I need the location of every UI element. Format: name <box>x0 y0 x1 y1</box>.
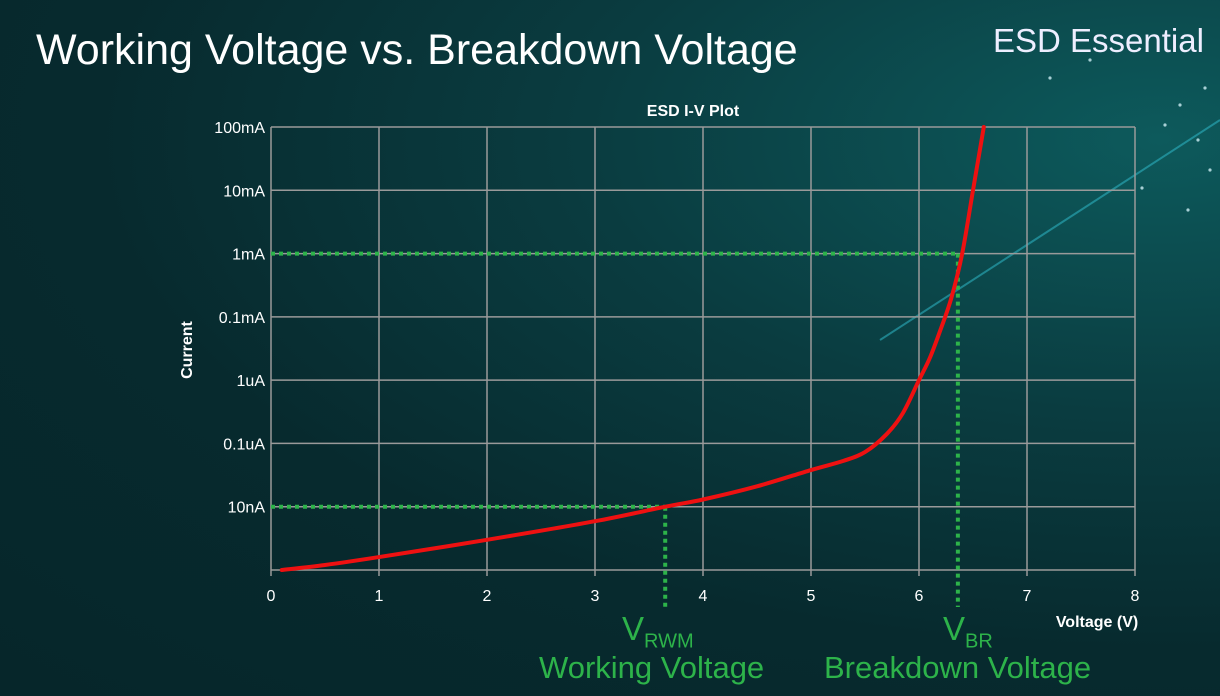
x-tick-labels: 0 1 2 3 4 5 6 7 8 <box>267 588 1140 605</box>
y-axis-label: Current <box>179 320 196 378</box>
vrwm-subscript: RWM <box>644 630 694 653</box>
x-tick-label: 8 <box>1131 588 1140 605</box>
guide-lines <box>271 251 960 607</box>
star-dot <box>1196 138 1200 142</box>
x-tick-label: 5 <box>807 588 816 605</box>
y-tick-label: 100mA <box>214 120 265 137</box>
star-dot <box>1178 103 1182 107</box>
slide-title: Working Voltage vs. Breakdown Voltage <box>36 26 798 74</box>
y-tick-label: 10nA <box>228 500 266 517</box>
background-decoration <box>879 58 1220 341</box>
vrwm-v: V <box>622 610 645 647</box>
x-tick-label: 2 <box>483 588 492 605</box>
y-tick-label: 1mA <box>232 247 265 264</box>
chart-title: ESD I-V Plot <box>647 103 740 120</box>
x-axis-label: Voltage (V) <box>1056 614 1138 631</box>
star-dot <box>1140 186 1144 190</box>
vbr-label: Breakdown Voltage <box>824 650 1092 685</box>
star-dot <box>1088 58 1092 62</box>
brand-logo-text: ESD Essential <box>993 22 1204 59</box>
star-dot <box>1048 76 1052 80</box>
y-tick-labels: 10nA 0.1uA 1uA 0.1mA 1mA 10mA 100mA <box>214 120 265 517</box>
star-dot <box>1208 168 1212 172</box>
iv-curve-series <box>279 125 986 572</box>
x-tick-label: 3 <box>591 588 600 605</box>
x-tick-label: 4 <box>699 588 708 605</box>
star-dot <box>1163 123 1167 127</box>
vrwm-label: Working Voltage <box>539 650 765 685</box>
y-tick-label: 1uA <box>237 373 266 390</box>
x-tick-label: 1 <box>375 588 384 605</box>
vbr-symbol: VBR <box>943 610 993 654</box>
x-tick-label: 6 <box>915 588 924 605</box>
star-dot <box>1186 208 1190 212</box>
y-tick-label: 10mA <box>223 183 265 200</box>
vrwm-symbol: VRWM <box>622 610 694 654</box>
vbr-subscript: BR <box>965 630 993 653</box>
x-tick-label: 7 <box>1023 588 1032 605</box>
star-dot <box>1203 86 1207 90</box>
y-tick-label: 0.1uA <box>223 436 265 453</box>
vbr-v: V <box>943 610 966 647</box>
x-tick-label: 0 <box>267 588 276 605</box>
y-tick-label: 0.1mA <box>219 310 266 327</box>
